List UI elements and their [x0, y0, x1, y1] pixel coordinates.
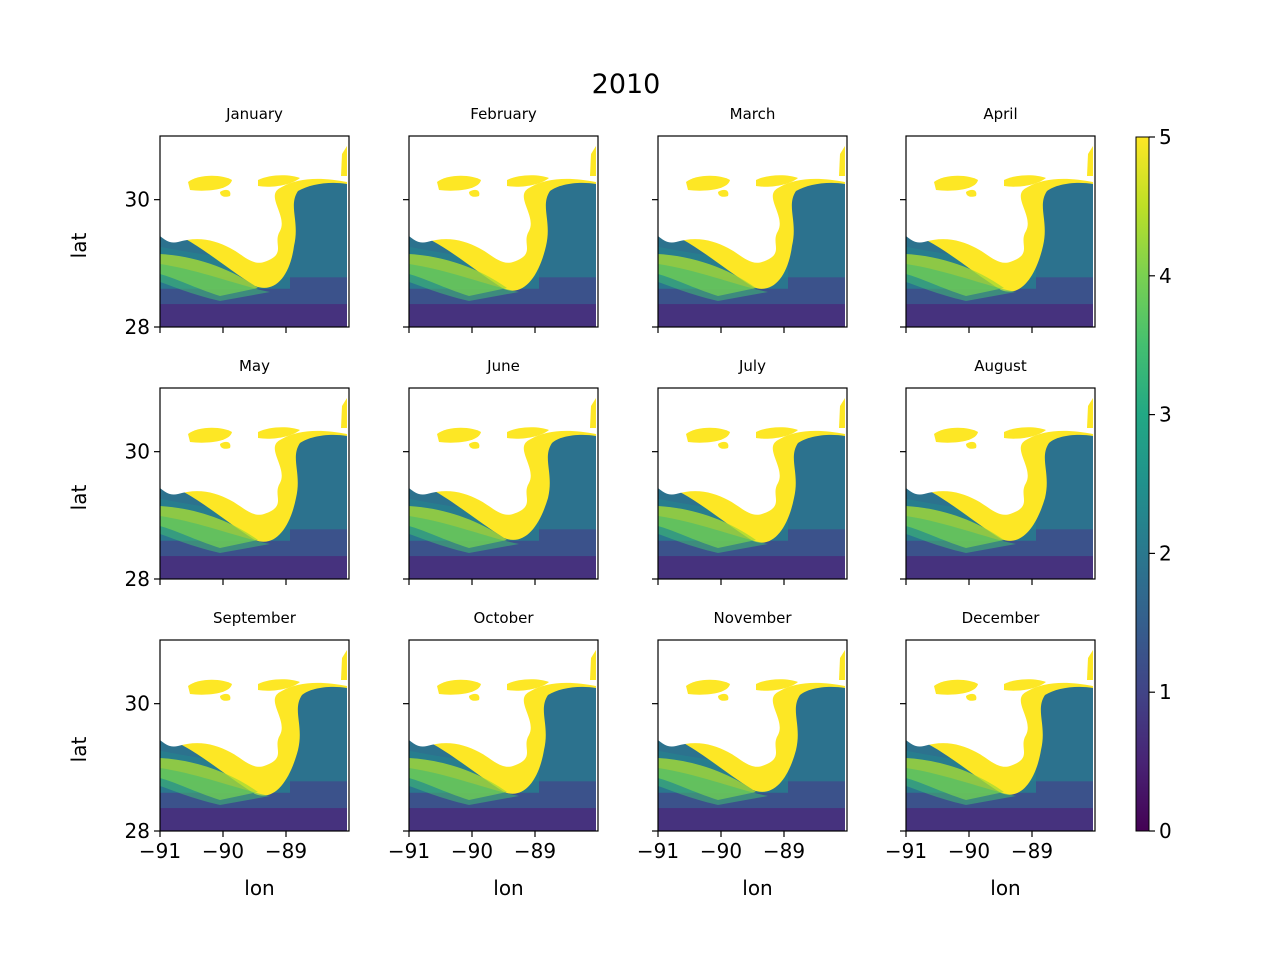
x-tick-label: −89 [763, 839, 805, 863]
colorbar-tick-label: 2 [1159, 541, 1172, 565]
y-tick-label: 28 [125, 567, 150, 591]
panel-november: November −91 −90 −89 lon [637, 609, 848, 900]
x-tick-label: −89 [514, 839, 556, 863]
x-tick-label: −89 [1011, 839, 1053, 863]
panel-title: January [225, 105, 283, 123]
y-tick-label: 28 [125, 315, 150, 339]
colorbar-gradient [1135, 136, 1150, 832]
y-tick-label: 30 [125, 692, 150, 716]
panel-title: September [213, 609, 297, 627]
panel-title: April [983, 105, 1017, 123]
colorbar-tick-label: 1 [1159, 680, 1172, 704]
panel-march: March [652, 105, 848, 333]
panel-august: August [900, 357, 1096, 585]
x-tick-label: −91 [637, 839, 679, 863]
panel-september: September −91 −90 −89 28 30 lon lat [67, 609, 350, 900]
colorbar-tick-label: 3 [1159, 403, 1172, 427]
y-axis-label: lat [67, 233, 91, 259]
panel-frame [159, 387, 350, 580]
x-tick-label: −91 [885, 839, 927, 863]
panel-april: April [900, 105, 1096, 333]
x-tick-label: −90 [700, 839, 742, 863]
panel-frame [657, 639, 848, 832]
panel-title: October [473, 609, 534, 627]
panel-june: June [403, 357, 599, 585]
panel-frame [159, 135, 350, 328]
x-tick-label: −90 [202, 839, 244, 863]
colorbar: 0 1 2 3 4 5 [1135, 125, 1172, 843]
panel-february: February [403, 105, 599, 333]
y-axis-label: lat [67, 737, 91, 763]
panel-title: March [730, 105, 776, 123]
panel-january: January 28 30 lat [67, 105, 350, 339]
y-tick-label: 30 [125, 440, 150, 464]
y-tick-label: 28 [125, 819, 150, 843]
x-axis-label: lon [493, 876, 523, 900]
panel-title: February [470, 105, 537, 123]
panel-title: June [486, 357, 520, 375]
panel-december: December −91 −90 −89 lon [885, 609, 1096, 900]
colorbar-ticks: 0 1 2 3 4 5 [1149, 125, 1172, 843]
x-tick-label: −90 [948, 839, 990, 863]
panel-frame [408, 639, 599, 832]
x-axis-label: lon [244, 876, 274, 900]
panel-frame [905, 135, 1096, 328]
panel-title: November [713, 609, 792, 627]
x-axis-label: lon [990, 876, 1020, 900]
x-tick-label: −90 [451, 839, 493, 863]
panel-may: May 28 30 lat [67, 357, 350, 591]
x-axis-label: lon [742, 876, 772, 900]
panel-title: December [962, 609, 1041, 627]
panel-title: July [738, 357, 766, 375]
colorbar-tick-label: 5 [1159, 125, 1172, 149]
panel-frame [159, 639, 350, 832]
x-tick-label: −89 [265, 839, 307, 863]
figure-title: 2010 [592, 69, 661, 100]
colorbar-tick-label: 0 [1159, 819, 1172, 843]
panel-frame [657, 387, 848, 580]
panel-frame [905, 639, 1096, 832]
y-axis-label: lat [67, 485, 91, 511]
panel-october: October −91 −90 −89 lon [388, 609, 599, 900]
x-tick-label: −91 [388, 839, 430, 863]
panel-frame [657, 135, 848, 328]
panel-grid: January 28 30 lat February March April May 28 30 l… [67, 105, 1096, 900]
y-tick-label: 30 [125, 188, 150, 212]
panel-frame [408, 135, 599, 328]
panel-title: August [974, 357, 1027, 375]
x-tick-label: −91 [139, 839, 181, 863]
panel-frame [905, 387, 1096, 580]
panel-frame [408, 387, 599, 580]
colorbar-tick-label: 4 [1159, 264, 1172, 288]
panel-july: July [652, 357, 848, 585]
panel-title: May [239, 357, 270, 375]
